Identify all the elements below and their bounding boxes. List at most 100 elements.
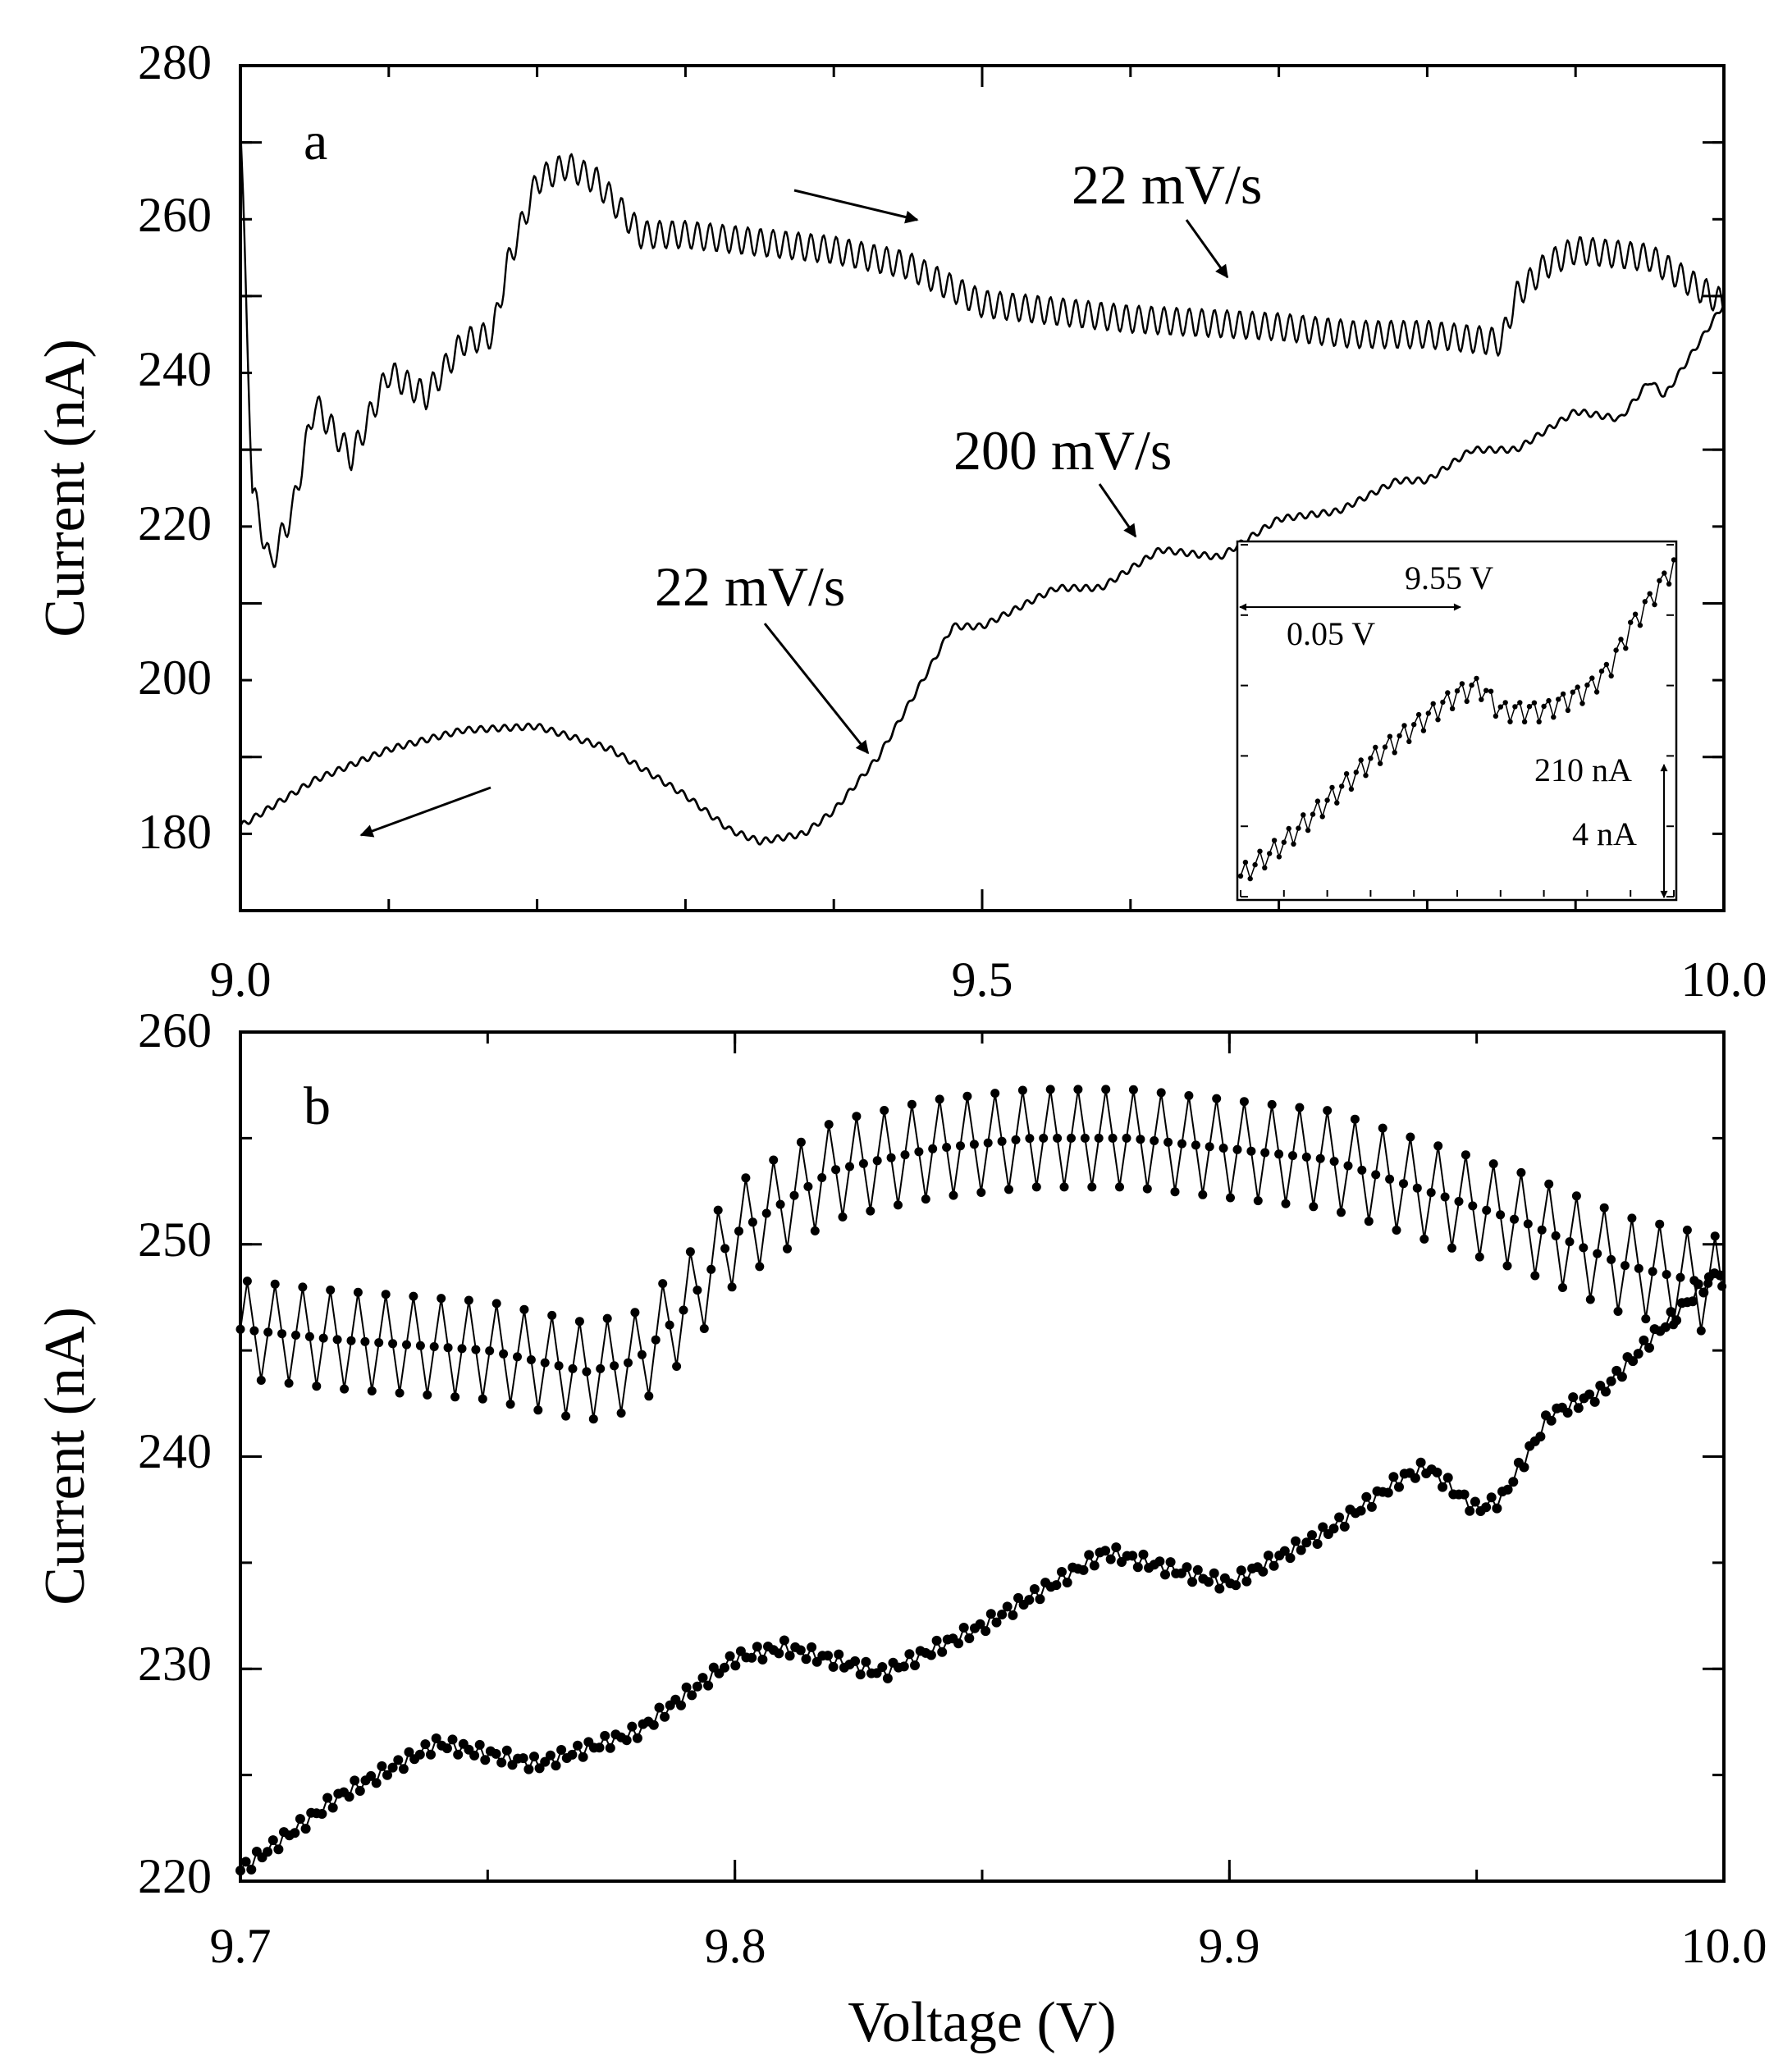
data-point xyxy=(582,1367,592,1377)
data-point xyxy=(353,1287,363,1297)
inset-data-point xyxy=(1556,697,1561,702)
data-point xyxy=(1182,1562,1192,1573)
data-point xyxy=(1226,1193,1235,1203)
inset-data-point xyxy=(1435,717,1441,723)
data-point xyxy=(1101,1085,1111,1094)
inset-data-point xyxy=(1343,771,1350,777)
data-point xyxy=(567,1749,578,1760)
inset-data-point xyxy=(1560,691,1566,697)
inset-data-point xyxy=(1628,619,1634,625)
data-point xyxy=(1142,1184,1152,1194)
data-point xyxy=(491,1299,501,1309)
inset-data-point xyxy=(1517,700,1523,706)
data-point xyxy=(1232,1144,1242,1154)
b-ytick-label: 230 xyxy=(138,1637,212,1691)
data-point xyxy=(1662,1270,1671,1279)
data-point xyxy=(1607,1254,1616,1264)
data-point xyxy=(624,1358,633,1368)
data-point xyxy=(632,1733,642,1743)
data-point xyxy=(1269,1560,1279,1571)
inset-data-point xyxy=(1397,733,1402,739)
data-point xyxy=(540,1756,551,1767)
data-point xyxy=(658,1279,668,1289)
data-point xyxy=(866,1206,875,1216)
b-ytick-label: 260 xyxy=(138,1003,212,1057)
data-point xyxy=(1627,1213,1637,1223)
data-point xyxy=(1154,1556,1165,1567)
data-point xyxy=(1433,1141,1443,1151)
data-point xyxy=(1474,1252,1484,1262)
data-point xyxy=(801,1654,811,1665)
data-point xyxy=(981,1626,991,1637)
data-point xyxy=(519,1304,529,1314)
data-point xyxy=(1350,1114,1360,1124)
inset-data-point xyxy=(1589,675,1595,681)
data-point xyxy=(300,1824,311,1834)
inset-data-point xyxy=(1459,681,1465,687)
data-point xyxy=(1024,1595,1035,1605)
data-point xyxy=(1357,1165,1367,1175)
data-point xyxy=(443,1343,453,1353)
inset-data-point xyxy=(1262,865,1268,871)
inset-data-point xyxy=(1546,697,1552,704)
inset-data-point xyxy=(1531,700,1538,706)
data-point xyxy=(1160,1569,1170,1580)
data-point xyxy=(1029,1584,1040,1594)
data-point xyxy=(1523,1219,1533,1229)
inset-data-point xyxy=(1281,839,1287,845)
data-point xyxy=(1187,1577,1198,1587)
data-point xyxy=(1307,1530,1317,1541)
data-point xyxy=(1150,1136,1159,1145)
data-point xyxy=(1601,1386,1611,1397)
data-point xyxy=(1378,1123,1387,1133)
data-point xyxy=(295,1814,305,1825)
data-point xyxy=(1089,1560,1099,1571)
inset-data-point xyxy=(1334,800,1340,806)
data-point xyxy=(1616,1372,1627,1382)
data-point xyxy=(1562,1408,1573,1418)
data-point xyxy=(720,1244,730,1254)
data-point xyxy=(1260,1148,1270,1158)
data-point xyxy=(676,1700,686,1710)
data-point xyxy=(1312,1539,1323,1549)
data-point xyxy=(1209,1568,1219,1578)
data-point xyxy=(882,1673,893,1683)
series-line xyxy=(239,126,1725,569)
b-xtick-label: 10.0 xyxy=(1681,1919,1767,1973)
data-point xyxy=(654,1702,665,1713)
data-point xyxy=(1163,1137,1173,1147)
data-point xyxy=(1136,1135,1145,1144)
data-point xyxy=(240,1857,251,1867)
inset-data-point xyxy=(1373,744,1378,751)
data-point xyxy=(1468,1201,1478,1211)
data-point xyxy=(457,1344,467,1354)
data-point xyxy=(1087,1182,1097,1192)
inset-data-point xyxy=(1401,723,1407,728)
b-ytick-label: 240 xyxy=(138,1424,212,1478)
panel-b-letter: b xyxy=(304,1076,331,1136)
data-point xyxy=(699,1324,709,1333)
data-point xyxy=(249,1326,259,1336)
inset-data-point xyxy=(1488,688,1494,694)
a-ytick-label: 260 xyxy=(138,188,212,242)
data-point xyxy=(1447,1243,1456,1253)
data-point xyxy=(1025,1134,1035,1144)
data-point xyxy=(1267,1099,1277,1109)
data-point xyxy=(904,1649,915,1660)
data-point xyxy=(366,1770,377,1781)
inset-data-point xyxy=(1647,591,1653,596)
data-point xyxy=(877,1662,888,1672)
data-point xyxy=(1481,1502,1492,1513)
data-point xyxy=(263,1847,273,1857)
inset-data-point xyxy=(1237,873,1244,879)
data-point xyxy=(344,1792,354,1802)
data-point xyxy=(872,1156,882,1166)
data-point xyxy=(1454,1197,1464,1206)
data-point xyxy=(1502,1261,1512,1271)
data-point xyxy=(644,1391,654,1401)
data-point xyxy=(1279,1546,1290,1556)
data-point xyxy=(1558,1283,1567,1292)
panel-a: 180 200 220 240 260 280 9.0 9.5 10.0 Cur… xyxy=(34,35,1767,1007)
data-point xyxy=(1192,1564,1203,1575)
inset-data-point xyxy=(1406,738,1412,745)
